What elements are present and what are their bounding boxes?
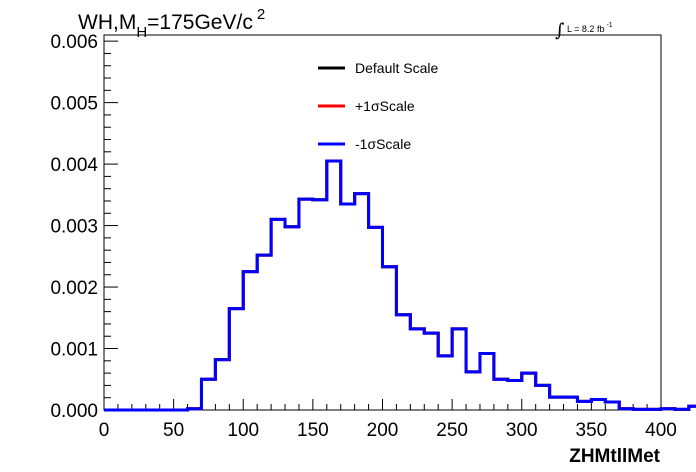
y-tick-label: 0.004: [50, 155, 98, 176]
x-tick-label: 200: [367, 420, 399, 441]
title-superscript: 2: [257, 6, 265, 23]
y-tick-label: 0.003: [50, 217, 98, 238]
x-tick-label: 50: [163, 420, 184, 441]
y-tick-label: 0.000: [50, 401, 98, 422]
x-tick-label: 100: [227, 420, 259, 441]
x-tick-label: 400: [645, 420, 677, 441]
legend-label: -1σScale: [355, 136, 411, 152]
series-line-2: [104, 159, 696, 412]
y-tick-label: 0.001: [50, 340, 98, 361]
x-tick-label: 150: [297, 420, 329, 441]
luminosity-text: L = 8.2 fb: [567, 24, 604, 34]
legend: Default Scale +1σScale -1σScale: [318, 60, 438, 152]
luminosity-label: L = 8.2 fb -1: [567, 22, 613, 34]
title-rest: =175GeV/c: [147, 11, 253, 34]
x-tick-label: 0: [99, 420, 110, 441]
legend-label: Default Scale: [355, 60, 438, 76]
chart-title: WH,MH=175GeV/c 2: [78, 6, 265, 41]
luminosity-superscript: -1: [606, 22, 612, 29]
series-layer: [104, 159, 696, 412]
y-tick-label: 0.005: [50, 94, 98, 115]
series-line-1: [104, 159, 696, 412]
plot-frame: [103, 34, 662, 411]
series-line-0: [104, 159, 696, 412]
x-axis: 0 50 100 150 200 250 300 350 400: [99, 399, 677, 441]
title-subscript: H: [136, 24, 147, 41]
x-tick-label: 250: [436, 420, 468, 441]
integral-symbol: ∫: [555, 20, 565, 41]
legend-label: +1σScale: [355, 98, 415, 114]
x-axis-label: ZHMtllMet: [569, 446, 660, 467]
y-tick-label: 0.002: [50, 278, 98, 299]
y-tick-label: 0.006: [50, 32, 98, 53]
title-main: WH,M: [78, 11, 136, 34]
x-tick-label: 300: [506, 420, 538, 441]
x-tick-label: 350: [576, 420, 608, 441]
y-axis: 0.000 0.001 0.002 0.003 0.004 0.005 0.006: [50, 32, 118, 422]
